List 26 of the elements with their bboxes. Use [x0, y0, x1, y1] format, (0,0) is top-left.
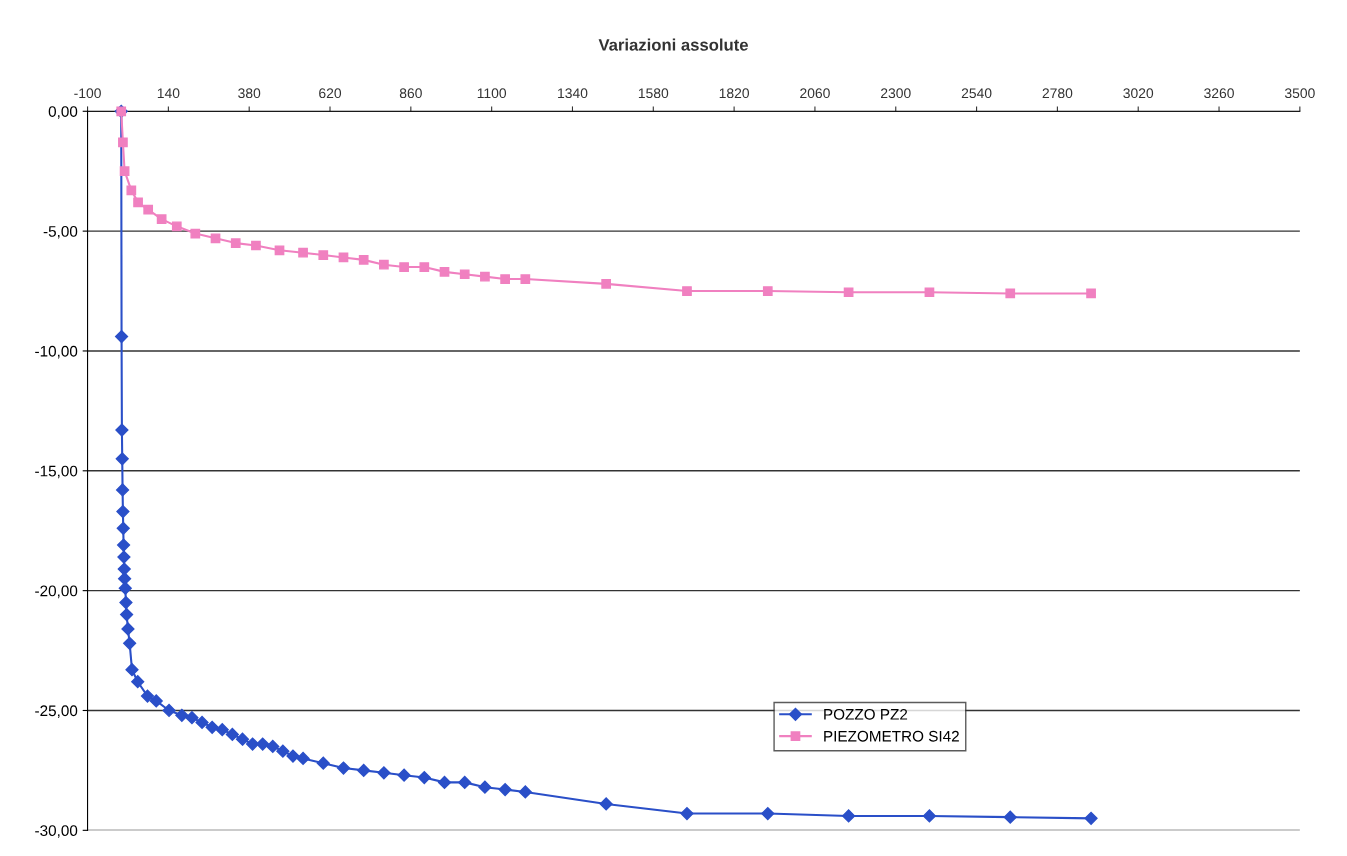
- y-tick-label: -5,00: [43, 225, 78, 239]
- x-tick-label: 2780: [1042, 88, 1073, 99]
- y-tick-label: -25,00: [35, 705, 78, 718]
- x-tick-label: 620: [319, 88, 342, 99]
- y-tick-label: -30,00: [35, 825, 78, 838]
- x-tick-label: 2540: [961, 88, 992, 99]
- x-tick-label: 860: [399, 88, 422, 99]
- x-tick-label: 3020: [1123, 88, 1154, 99]
- x-tick-label: 2300: [881, 88, 911, 99]
- x-tick-label: 3500: [1284, 88, 1315, 99]
- legend-label: POZZO PZ2: [824, 708, 908, 720]
- y-tick-label: 0,00: [48, 106, 78, 119]
- x-tick-label: 3260: [1204, 88, 1234, 99]
- x-tick-label: 1340: [558, 88, 588, 99]
- x-tick-label: 1580: [638, 88, 669, 99]
- x-tick-label: -100: [74, 88, 101, 99]
- legend-label: PIEZOMETRO SI42: [824, 730, 959, 742]
- y-tick-label: -15,00: [35, 465, 78, 479]
- x-tick-label: 2060: [800, 88, 830, 99]
- x-tick-label: 1100: [477, 88, 507, 99]
- chart-title: Variazioni assolute: [598, 38, 748, 51]
- y-tick-label: -10,00: [35, 345, 78, 359]
- x-tick-label: 380: [238, 88, 261, 99]
- x-tick-label: 140: [157, 88, 180, 99]
- y-tick-label: -20,00: [35, 585, 78, 599]
- x-tick-label: 1820: [719, 88, 750, 99]
